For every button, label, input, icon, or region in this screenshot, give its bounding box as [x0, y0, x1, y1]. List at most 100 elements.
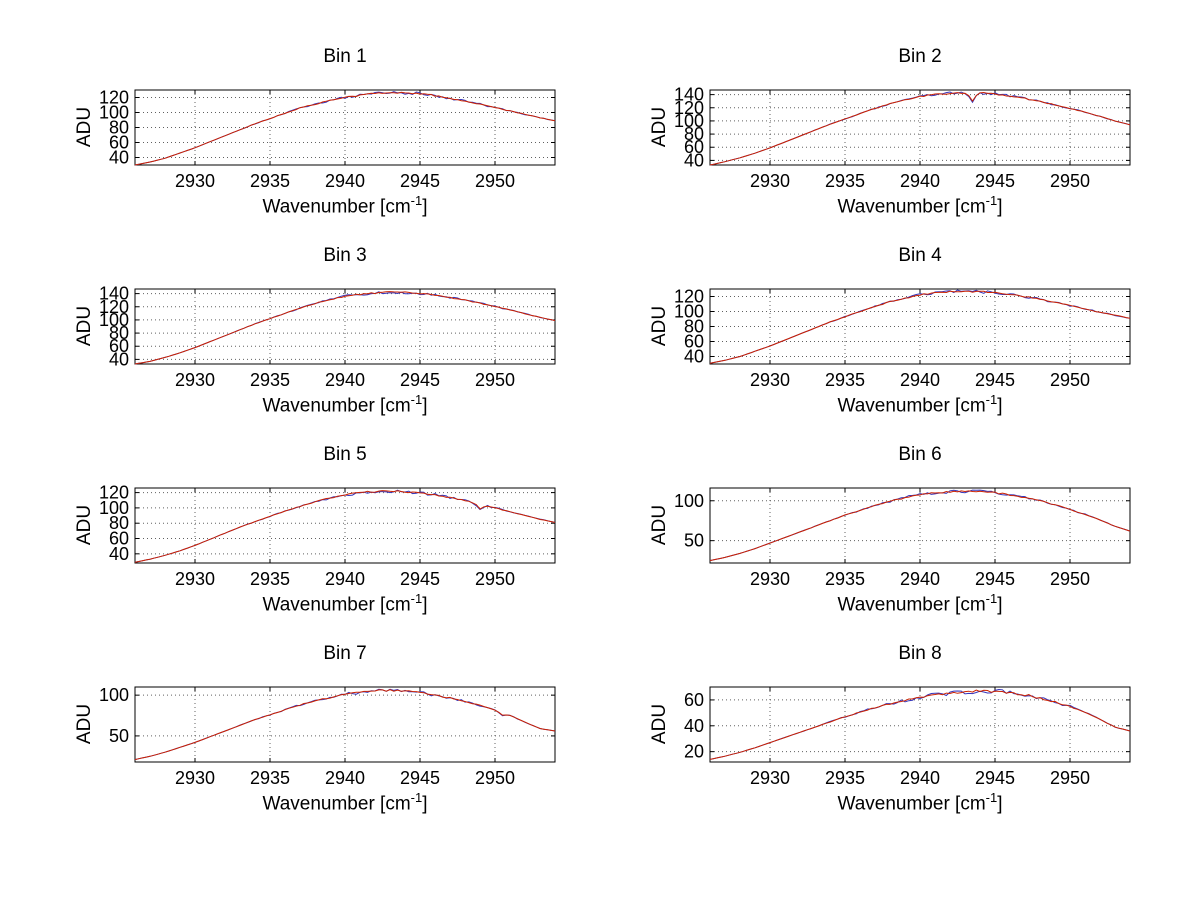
subplot-bin-5: 2930 2935 2940 2945 2950 40 60 80 100 120 Bin 5 A…: [25, 438, 600, 637]
svg-text:2945: 2945: [400, 370, 440, 390]
x-axis-label-close: ]: [997, 196, 1003, 218]
plot-area: 2930 2935 2940 2945 2950 50 100: [99, 685, 556, 788]
svg-text:2945: 2945: [400, 569, 440, 589]
svg-text:100: 100: [674, 302, 704, 322]
svg-text:2940: 2940: [325, 171, 365, 191]
svg-text:100: 100: [99, 498, 129, 518]
svg-text:2935: 2935: [250, 171, 290, 191]
x-axis-label: Wavenumber [cm-1]: [710, 591, 1130, 621]
svg-text:40: 40: [109, 349, 129, 369]
svg-text:80: 80: [109, 118, 129, 138]
svg-text:2935: 2935: [250, 768, 290, 788]
subplot-title: Bin 8: [898, 643, 942, 664]
svg-text:2930: 2930: [750, 569, 790, 589]
y-axis-label: ADU: [649, 106, 670, 148]
x-axis-label-superscript: -1: [985, 193, 998, 208]
svg-text:2930: 2930: [750, 768, 790, 788]
svg-text:2940: 2940: [900, 171, 940, 191]
subplot-title: Bin 7: [323, 643, 367, 664]
x-axis-label-text: Wavenumber [cm: [262, 395, 411, 417]
plot-area: 2930 2935 2940 2945 2950 20 40 60: [684, 686, 1131, 788]
y-axis-label: ADU: [74, 703, 95, 745]
plot-area: 2930 2935 2940 2945 2950 50 100: [674, 487, 1131, 589]
x-axis-label-superscript: -1: [410, 591, 423, 606]
svg-text:120: 120: [99, 297, 129, 317]
x-axis-label-text: Wavenumber [cm: [262, 594, 411, 616]
x-axis-label-superscript: -1: [410, 790, 423, 805]
x-axis-label: Wavenumber [cm-1]: [135, 591, 555, 621]
x-axis-label-superscript: -1: [410, 193, 423, 208]
x-axis-label-close: ]: [422, 395, 428, 417]
subplot-bin-4: 2930 2935 2940 2945 2950 40 60 80 100 120 Bin 4 A…: [600, 239, 1175, 438]
svg-text:100: 100: [99, 685, 129, 705]
svg-text:2930: 2930: [175, 569, 215, 589]
svg-text:120: 120: [99, 88, 129, 108]
subplot-bin-2: 2930 2935 2940 2945 2950 40 60 80 100 120 140 Bin …: [600, 40, 1175, 239]
svg-text:2950: 2950: [1050, 768, 1090, 788]
svg-text:20: 20: [684, 742, 704, 762]
subplot-title: Bin 4: [898, 245, 942, 266]
subplot-grid: 2930 2935 2940 2945 2950 40 60 80 100 120 Bin 1 A…: [25, 40, 1200, 836]
svg-text:60: 60: [109, 133, 129, 153]
svg-text:80: 80: [684, 317, 704, 337]
subplot-title: Bin 6: [898, 444, 942, 465]
svg-text:140: 140: [674, 85, 704, 105]
svg-text:80: 80: [684, 124, 704, 144]
svg-text:40: 40: [109, 544, 129, 564]
svg-text:80: 80: [109, 513, 129, 533]
svg-text:40: 40: [109, 148, 129, 168]
svg-text:2935: 2935: [825, 370, 865, 390]
svg-text:2930: 2930: [750, 171, 790, 191]
svg-text:100: 100: [99, 103, 129, 123]
svg-text:40: 40: [684, 347, 704, 367]
svg-text:2950: 2950: [1050, 171, 1090, 191]
x-axis-label-close: ]: [422, 196, 428, 218]
x-axis-label-text: Wavenumber [cm: [837, 395, 986, 417]
subplot-title: Bin 2: [898, 46, 942, 67]
x-axis-label-superscript: -1: [410, 392, 423, 407]
svg-text:100: 100: [674, 491, 704, 511]
svg-text:2945: 2945: [975, 171, 1015, 191]
y-axis-label: ADU: [649, 305, 670, 347]
svg-text:2950: 2950: [1050, 569, 1090, 589]
svg-text:40: 40: [684, 150, 704, 170]
x-axis-label-text: Wavenumber [cm: [262, 196, 411, 218]
svg-text:120: 120: [99, 483, 129, 503]
svg-text:80: 80: [109, 323, 129, 343]
svg-text:2930: 2930: [175, 171, 215, 191]
y-axis-label: ADU: [74, 305, 95, 347]
svg-text:2940: 2940: [900, 370, 940, 390]
svg-text:2945: 2945: [975, 370, 1015, 390]
svg-text:2930: 2930: [750, 370, 790, 390]
y-axis-label: ADU: [74, 504, 95, 546]
subplot-bin-8: 2930 2935 2940 2945 2950 20 40 60 Bin 8 ADU Wav…: [600, 637, 1175, 836]
svg-text:2940: 2940: [900, 569, 940, 589]
x-axis-label-close: ]: [422, 594, 428, 616]
svg-text:2935: 2935: [825, 768, 865, 788]
svg-text:60: 60: [684, 332, 704, 352]
x-axis-label: Wavenumber [cm-1]: [710, 392, 1130, 422]
subplot-bin-6: 2930 2935 2940 2945 2950 50 100 Bin 6 ADU Wave…: [600, 438, 1175, 637]
subplot-title: Bin 5: [323, 444, 367, 465]
svg-text:2950: 2950: [475, 569, 515, 589]
svg-text:2940: 2940: [325, 768, 365, 788]
subplot-bin-3: 2930 2935 2940 2945 2950 40 60 80 100 120 140 Bin …: [25, 239, 600, 438]
svg-text:2945: 2945: [400, 171, 440, 191]
svg-text:2930: 2930: [175, 370, 215, 390]
x-axis-label-text: Wavenumber [cm: [837, 594, 986, 616]
x-axis-label-superscript: -1: [985, 591, 998, 606]
svg-text:2940: 2940: [325, 569, 365, 589]
x-axis-label-superscript: -1: [985, 790, 998, 805]
svg-text:2945: 2945: [975, 569, 1015, 589]
svg-text:2935: 2935: [825, 569, 865, 589]
svg-text:2935: 2935: [250, 370, 290, 390]
subplot-title: Bin 1: [323, 46, 367, 67]
svg-text:100: 100: [674, 111, 704, 131]
x-axis-label: Wavenumber [cm-1]: [135, 392, 555, 422]
svg-text:50: 50: [109, 726, 129, 746]
